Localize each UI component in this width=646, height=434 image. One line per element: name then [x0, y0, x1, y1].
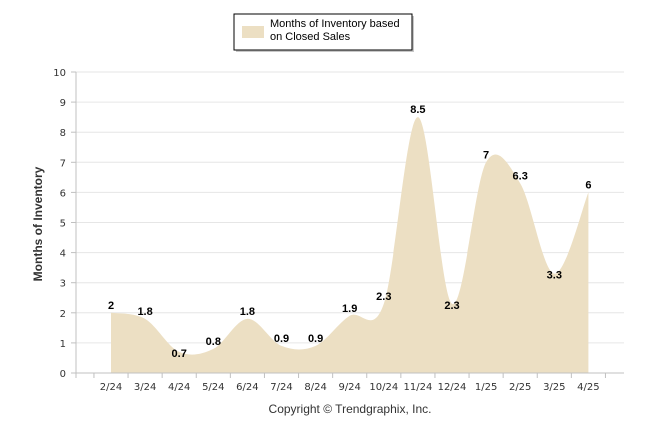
legend-swatch: [242, 26, 264, 38]
y-tick-label: 8: [60, 128, 66, 139]
y-tick-label: 0: [60, 369, 66, 380]
y-tick-label: 7: [60, 158, 66, 169]
legend-label-line-2: on Closed Sales: [270, 31, 351, 43]
x-tick-label: 2/25: [509, 382, 531, 393]
data-label: 0.9: [308, 333, 323, 345]
x-tick-label: 6/24: [236, 382, 258, 393]
y-tick-labels: 0 1 2 3 4 5 6 7 8 9 10: [53, 68, 66, 380]
copyright-credit: Copyright © Trendgraphix, Inc.: [269, 402, 432, 416]
y-tick-label: 6: [60, 188, 66, 199]
data-label: 2.3: [444, 300, 459, 312]
data-label: 1.8: [137, 306, 152, 318]
x-tick-label: 4/25: [577, 382, 599, 393]
area-fill: [111, 117, 589, 374]
axes: [71, 71, 624, 378]
y-tick-label: 2: [60, 309, 66, 320]
legend-label-line-1: Months of Inventory based: [270, 18, 400, 30]
x-tick-label: 9/24: [338, 382, 360, 393]
x-tick-label: 1/25: [475, 382, 497, 393]
y-tick-label: 4: [60, 249, 66, 260]
y-tick-label: 1: [60, 339, 66, 350]
data-label: 0.9: [274, 333, 289, 345]
y-tick-label: 3: [60, 279, 66, 290]
legend[interactable]: Months of Inventory based on Closed Sale…: [233, 13, 414, 52]
area-series: [111, 117, 589, 374]
x-tick-label: 3/24: [134, 382, 156, 393]
x-tick-label: 11/24: [403, 382, 432, 393]
data-label: 6: [585, 179, 591, 191]
x-tick-label: 4/24: [168, 382, 190, 393]
x-tick-label: 12/24: [438, 382, 467, 393]
y-tick-label: 5: [60, 219, 66, 230]
data-label: 0.8: [206, 336, 221, 348]
data-label: 6.3: [513, 170, 528, 182]
x-tick-label: 8/24: [304, 382, 326, 393]
data-label: 8.5: [410, 104, 425, 116]
x-tick-label: 10/24: [369, 382, 398, 393]
x-tick-label: 3/25: [543, 382, 565, 393]
y-axis-title: Months of Inventory: [31, 166, 45, 281]
x-tick-label: 5/24: [202, 382, 224, 393]
data-labels: 2 1.8 0.7 0.8 1.8 0.9 0.9 1.9 2.3 8.5 2.3 7 6.3 3.3 6: [108, 104, 592, 360]
y-tick-label: 10: [53, 68, 66, 79]
x-tick-labels: 2/24 3/24 4/24 5/24 6/24 7/24 8/24 9/24 10/24 11/…: [100, 382, 600, 393]
data-label: 3.3: [547, 270, 562, 282]
y-tick-label: 9: [60, 98, 66, 109]
x-tick-label: 2/24: [100, 382, 122, 393]
data-label: 2: [108, 300, 114, 312]
data-label: 2.3: [376, 291, 391, 303]
data-label: 7: [483, 149, 489, 161]
data-label: 0.7: [172, 348, 187, 360]
data-label: 1.8: [240, 306, 255, 318]
x-tick-label: 7/24: [270, 382, 292, 393]
data-label: 1.9: [342, 303, 357, 315]
